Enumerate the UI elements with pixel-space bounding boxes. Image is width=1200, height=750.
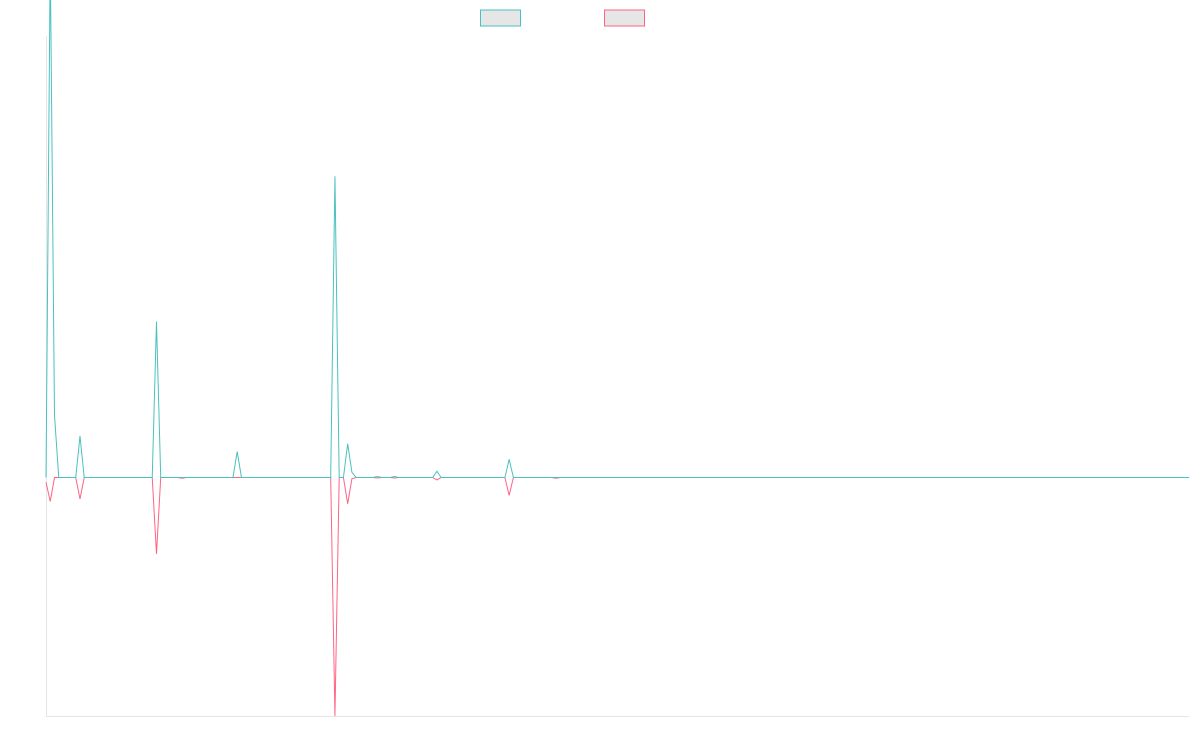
series-layer [45,0,1189,717]
legend-swatch-series-a[interactable] [480,9,521,27]
series-a-line[interactable] [45,0,1189,478]
legend-swatch-series-b[interactable] [604,9,645,27]
series-b-line[interactable] [45,477,1189,717]
axes [46,36,1189,717]
legend [480,9,645,27]
